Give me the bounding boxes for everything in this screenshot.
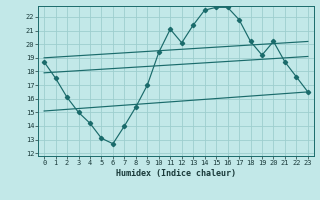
X-axis label: Humidex (Indice chaleur): Humidex (Indice chaleur) <box>116 169 236 178</box>
